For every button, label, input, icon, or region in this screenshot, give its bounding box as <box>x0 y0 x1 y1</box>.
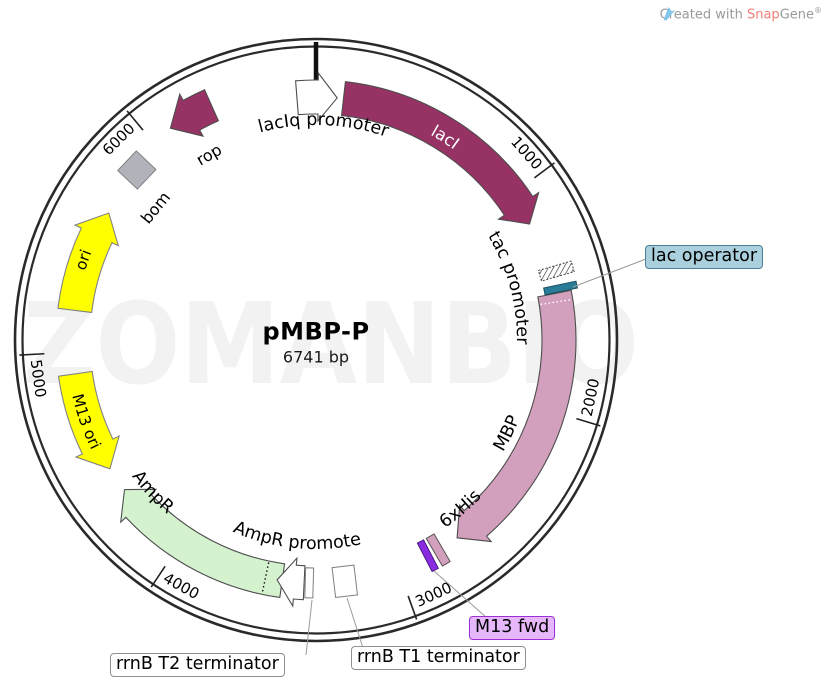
lac-operator-label[interactable]: lac operator <box>645 245 764 269</box>
feature-rop-arrow[interactable] <box>169 88 220 138</box>
lac-operator-label-callout-line <box>572 258 647 288</box>
feature-lac-operator-box[interactable] <box>543 280 579 296</box>
credit-brand-snap: Snap <box>746 7 780 23</box>
rrnB-T1-label[interactable]: rrnB T1 terminator <box>351 646 526 670</box>
feature-AmpR-promoter-arrow[interactable] <box>276 556 306 608</box>
feature-AmpR-boundary <box>261 562 270 593</box>
feature-M13-ori-arrow[interactable] <box>57 370 121 470</box>
feature-AmpR-arrow[interactable] <box>120 488 286 599</box>
rrnB-T2-label-callout-line <box>305 599 313 656</box>
credit-brand-gene: Gene <box>779 7 814 23</box>
feature-MBP-arrow[interactable] <box>456 289 577 543</box>
credit-text: Created with SnapGene® <box>659 6 822 23</box>
tick-mark-6000 <box>126 110 144 131</box>
tick-mark-2000 <box>576 417 601 427</box>
feature-tac-promoter-box[interactable] <box>537 260 575 282</box>
feature-rop-label[interactable]: rop <box>193 140 225 170</box>
rrnB-T1-label-callout-line <box>346 597 364 649</box>
backbone-outer-ring <box>13 37 619 643</box>
feature-lacI-arrow[interactable] <box>340 81 540 225</box>
feature-ori-arrow[interactable] <box>57 212 120 314</box>
tick-mark-3000 <box>407 595 418 620</box>
feature-M13-fwd-box[interactable] <box>416 539 439 573</box>
rrnB-T2-label[interactable]: rrnB T2 terminator <box>110 653 285 677</box>
feature-6xHis-box[interactable] <box>425 533 451 567</box>
tick-label-5000: 5000 <box>27 358 50 398</box>
feature-ori-label[interactable]: ori <box>72 247 96 272</box>
feature-bom-box[interactable] <box>117 150 157 190</box>
M13-fwd-label[interactable]: M13 fwd <box>469 616 556 640</box>
snapgene-logo-icon <box>663 7 676 21</box>
tick-mark-4000 <box>150 565 166 588</box>
feature-rrnB-T2-terminator-box[interactable] <box>304 567 315 599</box>
tick-mark-1000 <box>533 162 555 179</box>
feature-MBP-boundary <box>540 298 572 306</box>
snapgene-credit: Created with SnapGene® <box>660 6 822 22</box>
feature-bom-label[interactable]: bom <box>137 188 174 228</box>
tick-label-4000: 4000 <box>160 569 202 603</box>
feature-lacIq-promoter-arrow[interactable] <box>295 71 338 123</box>
M13-fwd-label-callout-line <box>433 570 488 619</box>
feature-rrnB-T1-terminator-box[interactable] <box>331 564 359 599</box>
registered-mark: ® <box>814 6 822 15</box>
tick-mark-5000 <box>19 352 45 356</box>
